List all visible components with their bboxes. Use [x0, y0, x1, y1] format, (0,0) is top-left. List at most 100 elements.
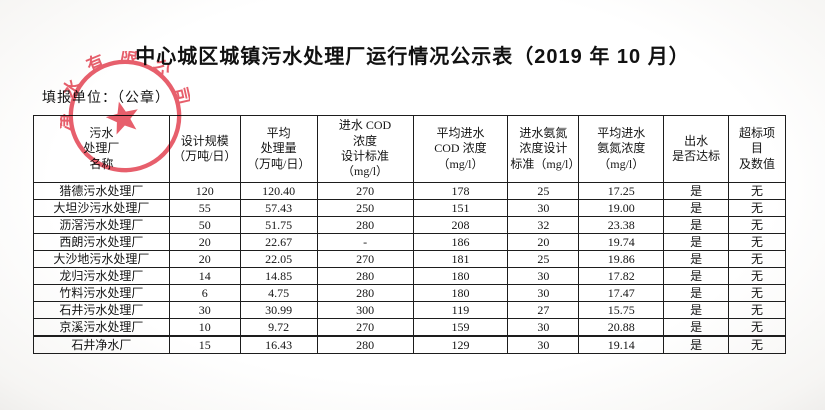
- cell-exceedance-items: 无: [728, 318, 786, 337]
- cell-nh3-design-standard: 30: [507, 267, 580, 285]
- cell-avg-treatment: 22.05: [239, 250, 318, 268]
- cell-design-scale: 10: [168, 318, 241, 337]
- cell-avg-influent-cod: 151: [412, 199, 509, 217]
- cell-nh3-design-standard: 25: [507, 250, 580, 268]
- cell-cod-design-standard: 280: [316, 216, 414, 234]
- cell-exceedance-items: 无: [728, 216, 786, 234]
- cell-nh3-design-standard: 30: [507, 335, 580, 354]
- column-header-design-scale: 设计规模 （万吨/日）: [168, 115, 241, 183]
- column-header-avg-treatment: 平均 处理量 （万吨/日）: [239, 115, 318, 183]
- column-header-cod-design-standard: 进水 COD 浓度 设计标准 （mg/l）: [316, 115, 414, 183]
- cell-nh3-design-standard: 30: [507, 199, 580, 217]
- cell-avg-influent-cod: 119: [412, 301, 509, 319]
- cell-plant-name: 龙归污水处理厂: [33, 267, 170, 285]
- cell-cod-design-standard: 280: [316, 267, 414, 285]
- cell-effluent-compliant: 是: [663, 284, 730, 302]
- cell-design-scale: 50: [168, 216, 241, 234]
- cell-avg-influent-cod: 208: [412, 216, 509, 234]
- cell-exceedance-items: 无: [728, 182, 786, 200]
- cell-plant-name: 石井净水厂: [33, 335, 170, 354]
- column-header-plant-name: 污水 处理厂 名称: [33, 115, 170, 183]
- cell-effluent-compliant: 是: [663, 233, 730, 251]
- cell-effluent-compliant: 是: [663, 267, 730, 285]
- column-header-nh3-design-standard: 进水氨氮 浓度设计 标准（mg/l）: [507, 115, 580, 183]
- cell-exceedance-items: 无: [728, 267, 786, 285]
- table-row: 京溪污水处理厂 10 9.72 270 159 30 20.88 是 无: [33, 318, 786, 337]
- cell-nh3-design-standard: 27: [507, 301, 580, 319]
- cell-effluent-compliant: 是: [663, 216, 730, 234]
- cell-effluent-compliant: 是: [663, 199, 730, 217]
- cell-plant-name: 京溪污水处理厂: [33, 318, 170, 337]
- cell-avg-treatment: 57.43: [239, 199, 318, 217]
- cell-plant-name: 西朗污水处理厂: [33, 233, 170, 251]
- cell-avg-treatment: 16.43: [239, 335, 318, 354]
- cell-effluent-compliant: 是: [663, 318, 730, 337]
- cell-design-scale: 15: [168, 335, 241, 354]
- table-header-row: 污水 处理厂 名称 设计规模 （万吨/日） 平均 处理量 （万吨/日） 进水 C…: [33, 115, 786, 183]
- cell-plant-name: 大坦沙污水处理厂: [33, 199, 170, 217]
- cell-avg-treatment: 14.85: [239, 267, 318, 285]
- cell-cod-design-standard: -: [316, 233, 414, 251]
- table-row: 西朗污水处理厂 20 22.67 - 186 20 19.74 是 无: [33, 233, 786, 251]
- cell-avg-treatment: 22.67: [239, 233, 318, 251]
- cell-cod-design-standard: 300: [316, 301, 414, 319]
- cell-avg-influent-nh3: 23.38: [578, 216, 665, 234]
- cell-avg-influent-cod: 180: [412, 267, 509, 285]
- cell-plant-name: 大沙地污水处理厂: [33, 250, 170, 268]
- table-row: 龙归污水处理厂 14 14.85 280 180 30 17.82 是 无: [33, 267, 786, 285]
- column-header-exceedance-items: 超标项 目 及数值: [728, 115, 786, 183]
- cell-avg-treatment: 4.75: [239, 284, 318, 302]
- cell-exceedance-items: 无: [728, 335, 786, 354]
- cell-nh3-design-standard: 32: [507, 216, 580, 234]
- cell-avg-influent-cod: 181: [412, 250, 509, 268]
- cell-effluent-compliant: 是: [663, 301, 730, 319]
- cell-design-scale: 30: [168, 301, 241, 319]
- cell-avg-influent-cod: 178: [412, 182, 509, 200]
- cell-design-scale: 20: [168, 250, 241, 268]
- cell-avg-influent-nh3: 19.86: [578, 250, 665, 268]
- cell-cod-design-standard: 270: [316, 250, 414, 268]
- cell-plant-name: 沥滘污水处理厂: [33, 216, 170, 234]
- cell-avg-treatment: 120.40: [239, 182, 318, 200]
- column-header-avg-influent-nh3: 平均进水 氨氮浓度 （mg/l）: [578, 115, 665, 183]
- cell-avg-influent-cod: 186: [412, 233, 509, 251]
- table-row: 猎德污水处理厂 120 120.40 270 178 25 17.25 是 无: [33, 182, 786, 200]
- cell-design-scale: 120: [168, 182, 241, 200]
- cell-avg-influent-nh3: 19.74: [578, 233, 665, 251]
- cell-avg-treatment: 30.99: [239, 301, 318, 319]
- table-row: 沥滘污水处理厂 50 51.75 280 208 32 23.38 是 无: [33, 216, 786, 234]
- table-row: 竹料污水处理厂 6 4.75 280 180 30 17.47 是 无: [33, 284, 786, 302]
- cell-avg-influent-nh3: 19.14: [578, 335, 665, 354]
- cell-nh3-design-standard: 30: [507, 284, 580, 302]
- cell-nh3-design-standard: 25: [507, 182, 580, 200]
- cell-exceedance-items: 无: [728, 301, 786, 319]
- cell-plant-name: 石井污水处理厂: [33, 301, 170, 319]
- cell-cod-design-standard: 250: [316, 199, 414, 217]
- cell-design-scale: 55: [168, 199, 241, 217]
- cell-exceedance-items: 无: [728, 199, 786, 217]
- table-row: 石井污水处理厂 30 30.99 300 119 27 15.75 是 无: [33, 301, 786, 319]
- cell-avg-treatment: 51.75: [239, 216, 318, 234]
- plants-operation-table: 污水 处理厂 名称 设计规模 （万吨/日） 平均 处理量 （万吨/日） 进水 C…: [33, 115, 786, 354]
- cell-avg-influent-nh3: 17.82: [578, 267, 665, 285]
- cell-avg-influent-nh3: 17.47: [578, 284, 665, 302]
- cell-effluent-compliant: 是: [663, 182, 730, 200]
- cell-exceedance-items: 无: [728, 250, 786, 268]
- cell-effluent-compliant: 是: [663, 250, 730, 268]
- cell-avg-influent-cod: 180: [412, 284, 509, 302]
- cell-cod-design-standard: 270: [316, 318, 414, 337]
- table-row: 石井净水厂 15 16.43 280 129 30 19.14 是 无: [33, 335, 786, 354]
- cell-avg-treatment: 9.72: [239, 318, 318, 337]
- cell-nh3-design-standard: 20: [507, 233, 580, 251]
- cell-design-scale: 14: [168, 267, 241, 285]
- cell-nh3-design-standard: 30: [507, 318, 580, 337]
- cell-design-scale: 20: [168, 233, 241, 251]
- column-header-effluent-compliance: 出水 是否达标: [663, 115, 730, 183]
- cell-plant-name: 竹料污水处理厂: [33, 284, 170, 302]
- cell-design-scale: 6: [168, 284, 241, 302]
- cell-exceedance-items: 无: [728, 233, 786, 251]
- cell-avg-influent-cod: 159: [412, 318, 509, 337]
- cell-plant-name: 猎德污水处理厂: [33, 182, 170, 200]
- cell-avg-influent-nh3: 19.00: [578, 199, 665, 217]
